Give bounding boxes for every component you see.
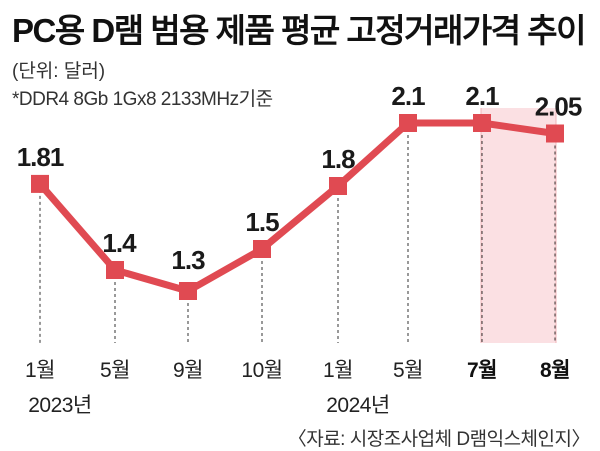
data-point — [31, 174, 49, 193]
data-point — [179, 282, 197, 300]
data-point — [106, 261, 124, 279]
x-tick-label: 7월 — [467, 359, 497, 382]
x-tick-label: 5월 — [393, 359, 423, 382]
highlight-band — [481, 108, 556, 343]
series-line — [36, 119, 559, 295]
data-point — [329, 177, 347, 195]
spec-note: *DDR4 8Gb 1Gx8 2133MHz기준 — [12, 89, 273, 110]
data-label: 2.1 — [391, 81, 425, 111]
data-label: 2.1 — [465, 81, 499, 111]
x-tick-label: 10월 — [241, 359, 282, 382]
x-tick-label: 8월 — [540, 359, 570, 382]
x-tick-label: 5월 — [100, 359, 130, 382]
data-label: 1.4 — [102, 228, 137, 258]
x-year-label: 2024년 — [326, 394, 390, 417]
data-point — [473, 114, 491, 132]
data-label: 1.81 — [17, 142, 64, 172]
x-tick-label: 1월 — [25, 359, 55, 382]
data-label: 2.05 — [535, 92, 582, 122]
data-point — [399, 114, 417, 132]
data-label: 1.8 — [321, 144, 355, 174]
data-label: 1.5 — [245, 207, 279, 237]
x-tick-label: 1월 — [323, 359, 353, 382]
unit-note: (단위: 달러) — [12, 61, 106, 82]
source-note: 〈자료: 시장조사업체 D램익스체인지〉 — [287, 429, 591, 450]
x-year-label: 2023년 — [28, 394, 92, 417]
chart-title: PC용 D램 범용 제품 평균 고정거래가격 추이 — [12, 12, 586, 49]
x-tick-label: 9월 — [173, 359, 203, 382]
data-label: 1.3 — [171, 245, 205, 275]
data-point — [253, 240, 271, 258]
data-point — [546, 124, 564, 143]
